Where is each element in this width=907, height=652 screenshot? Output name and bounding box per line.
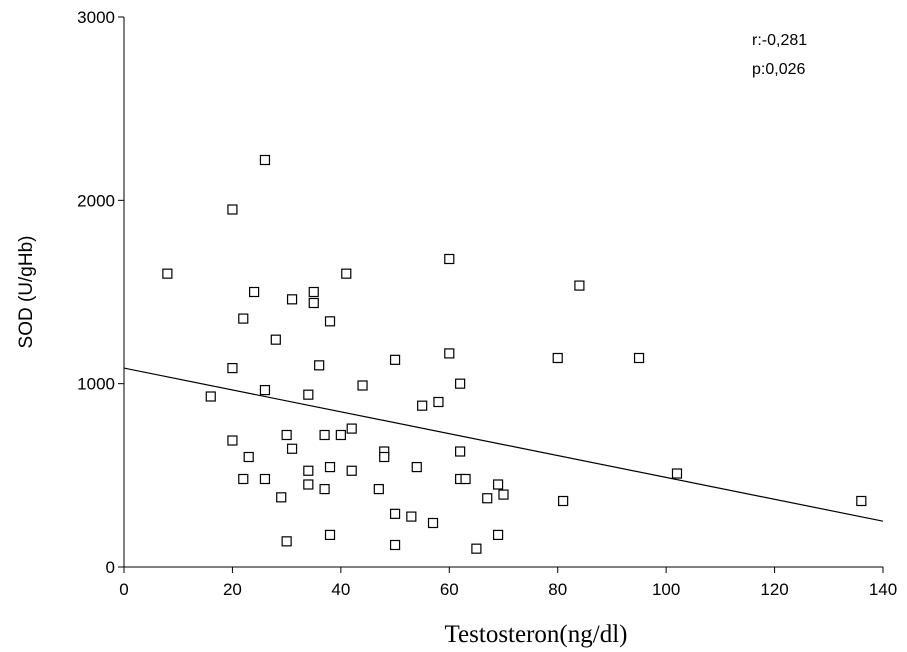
plot-area: 0 1000 2000 3000 0 20 40 60 80 100 120 140 <box>77 8 897 599</box>
data-point <box>389 354 401 365</box>
data-point <box>460 473 471 485</box>
data-point <box>243 451 254 463</box>
x-tick-label: 100 <box>652 580 680 599</box>
data-point <box>373 483 384 495</box>
data-point <box>433 396 444 408</box>
data-point <box>324 529 336 541</box>
data-point <box>238 473 249 485</box>
data-point <box>482 493 493 504</box>
data-point <box>259 154 271 166</box>
data-point <box>389 539 401 551</box>
data-point <box>471 543 482 554</box>
x-axis-label: Testosteron(ng/dl) <box>445 621 628 648</box>
data-point <box>455 378 466 389</box>
data-point <box>389 508 401 519</box>
data-point <box>319 429 330 441</box>
correlation-r: r:-0,281 <box>752 32 807 49</box>
data-point <box>671 468 683 479</box>
data-point <box>341 268 352 279</box>
data-point <box>162 268 173 279</box>
data-point <box>335 429 346 441</box>
data-point <box>303 389 314 400</box>
x-tick-label: 40 <box>331 580 350 599</box>
data-point <box>205 391 216 402</box>
data-point <box>417 400 428 411</box>
x-tick-label: 120 <box>760 580 788 599</box>
data-point <box>314 360 325 371</box>
x-tick-label: 60 <box>440 580 459 599</box>
data-point <box>238 313 249 324</box>
data-point <box>276 492 287 503</box>
y-axis-label: SOD (U/gHb) <box>16 236 37 349</box>
data-point <box>492 479 504 490</box>
p-value: p:0,026 <box>752 61 805 78</box>
data-point <box>259 473 271 485</box>
data-point <box>411 461 422 473</box>
data-point <box>498 489 509 500</box>
data-point <box>455 446 466 457</box>
data-point <box>286 294 298 305</box>
data-point <box>427 517 439 529</box>
data-point <box>324 461 336 473</box>
data-point <box>444 253 455 265</box>
data-point <box>856 495 867 507</box>
data-point <box>303 479 314 490</box>
y-tick-label: 0 <box>106 558 115 577</box>
data-point <box>346 465 357 476</box>
data-point <box>303 465 314 476</box>
data-point <box>249 286 260 298</box>
data-point <box>406 511 417 522</box>
data-point <box>574 280 585 291</box>
data-point <box>633 352 645 364</box>
y-tick-label: 3000 <box>77 8 115 27</box>
data-point <box>227 204 238 215</box>
data-point <box>319 483 330 495</box>
data-point <box>558 495 569 507</box>
regression-line <box>123 367 884 522</box>
data-point <box>346 423 357 434</box>
data-point <box>227 362 238 374</box>
data-point <box>308 297 319 309</box>
data-points <box>162 154 867 554</box>
data-point <box>270 334 281 345</box>
data-point <box>324 316 336 327</box>
data-point <box>281 429 292 441</box>
data-point <box>444 348 455 359</box>
x-tick-label: 20 <box>223 580 242 599</box>
y-axis-ticks: 0 1000 2000 3000 <box>77 8 124 577</box>
y-tick-label: 2000 <box>77 191 115 210</box>
data-point <box>552 352 563 364</box>
data-point <box>286 443 298 454</box>
x-tick-label: 140 <box>869 580 897 599</box>
x-tick-label: 80 <box>548 580 567 599</box>
data-point <box>308 286 319 298</box>
y-tick-label: 1000 <box>77 375 115 394</box>
data-point <box>379 451 390 463</box>
data-point <box>492 529 504 541</box>
data-point <box>281 536 292 547</box>
x-tick-label: 0 <box>119 580 128 599</box>
data-point <box>227 435 238 446</box>
data-point <box>259 384 271 396</box>
x-axis-ticks: 0 20 40 60 80 100 120 140 <box>119 567 897 599</box>
data-point <box>357 380 368 391</box>
